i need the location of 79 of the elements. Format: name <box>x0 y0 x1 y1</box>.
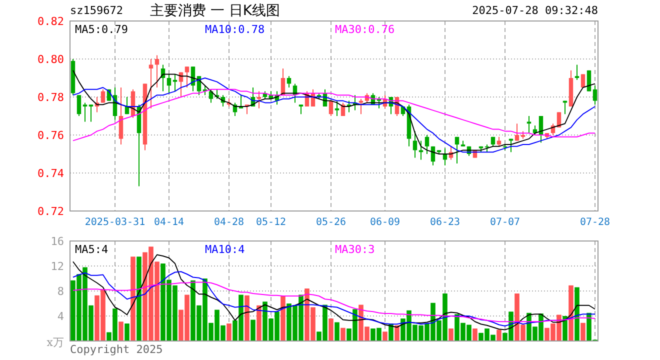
bar <box>244 295 250 341</box>
y-tick-label: 12 <box>50 260 64 273</box>
bar <box>472 328 478 341</box>
text: 2025-07-28 09:32:48 <box>472 4 598 17</box>
x-tick-label: 05-26 <box>316 217 346 228</box>
series-label: MA5:4 <box>75 243 108 256</box>
candlestick <box>418 140 424 160</box>
candlestick <box>580 74 586 88</box>
text: MA10:0.78 <box>205 23 265 36</box>
candlestick <box>100 88 106 104</box>
bar <box>574 287 580 341</box>
bar <box>568 285 574 341</box>
bar <box>130 256 136 341</box>
y-tick-label: 0.72 <box>38 204 64 218</box>
y-tick-label: 8 <box>57 284 64 298</box>
candlestick <box>286 76 292 88</box>
chart-title: 主要消费 一 日K线图 <box>150 3 280 19</box>
candlestick <box>82 102 88 122</box>
y-tick-label: 0.76 <box>38 128 64 142</box>
bar <box>496 330 502 341</box>
x-tick-label: 04-14 <box>154 217 184 228</box>
y-tick-label: 0.82 <box>38 14 64 28</box>
bar <box>250 320 256 341</box>
bar <box>136 256 142 341</box>
x-tick-label: 05-12 <box>256 217 286 228</box>
candlestick <box>412 130 418 158</box>
candlestick <box>118 87 124 145</box>
x-tick-label: 06-23 <box>430 217 460 228</box>
candlestick <box>166 74 172 94</box>
text: MA10:4 <box>205 243 246 256</box>
y-tick-label: 16 <box>50 234 64 248</box>
line-series <box>72 271 596 326</box>
candlestick <box>88 104 94 122</box>
bar <box>340 328 346 341</box>
bar <box>124 324 130 341</box>
bar <box>334 322 340 341</box>
candlestick <box>184 66 190 88</box>
text: MA5:0.79 <box>75 23 128 36</box>
line-series <box>72 254 596 330</box>
candlestick <box>424 134 430 154</box>
candlestick <box>592 85 598 106</box>
y-tick-label: 0.78 <box>38 90 64 104</box>
x-tick-label: 2025-03-31 <box>84 217 146 228</box>
line-series <box>72 282 596 322</box>
text: MA30:0.76 <box>335 23 395 36</box>
candlestick <box>334 100 340 116</box>
candlestick <box>526 116 532 134</box>
candlestick <box>514 123 520 142</box>
bar <box>580 322 586 341</box>
candlestick <box>298 104 304 115</box>
y-tick-label: 4 <box>57 310 64 323</box>
y-tick-label: 0.74 <box>38 166 64 180</box>
text: sz159672 <box>70 4 123 17</box>
bar <box>394 325 400 341</box>
candlestick <box>172 74 178 92</box>
candlestick <box>76 94 82 116</box>
y-tick-label: 0.80 <box>38 52 64 66</box>
x-tick-label: 07-28 <box>580 217 610 228</box>
candlestick <box>154 54 160 88</box>
bar <box>382 332 388 341</box>
bar <box>448 328 454 341</box>
text: MA30:3 <box>335 243 375 256</box>
bar <box>256 305 262 341</box>
candlestick <box>148 58 154 109</box>
candlestick <box>256 90 262 109</box>
bar <box>226 324 232 341</box>
bar <box>328 318 334 341</box>
candlestick <box>556 112 562 128</box>
candlestick <box>574 64 580 80</box>
x-tick-label: 04-28 <box>214 217 244 228</box>
y-axis-title: x万 <box>46 336 64 349</box>
x-tick-label: 07-07 <box>490 217 520 228</box>
x-tick-label: 06-09 <box>370 217 400 228</box>
bar <box>118 322 124 341</box>
bar <box>280 296 286 341</box>
candlestick <box>454 136 460 164</box>
candlestick <box>496 136 502 147</box>
bar <box>562 316 568 341</box>
text: Copyright 2025 <box>70 343 163 356</box>
